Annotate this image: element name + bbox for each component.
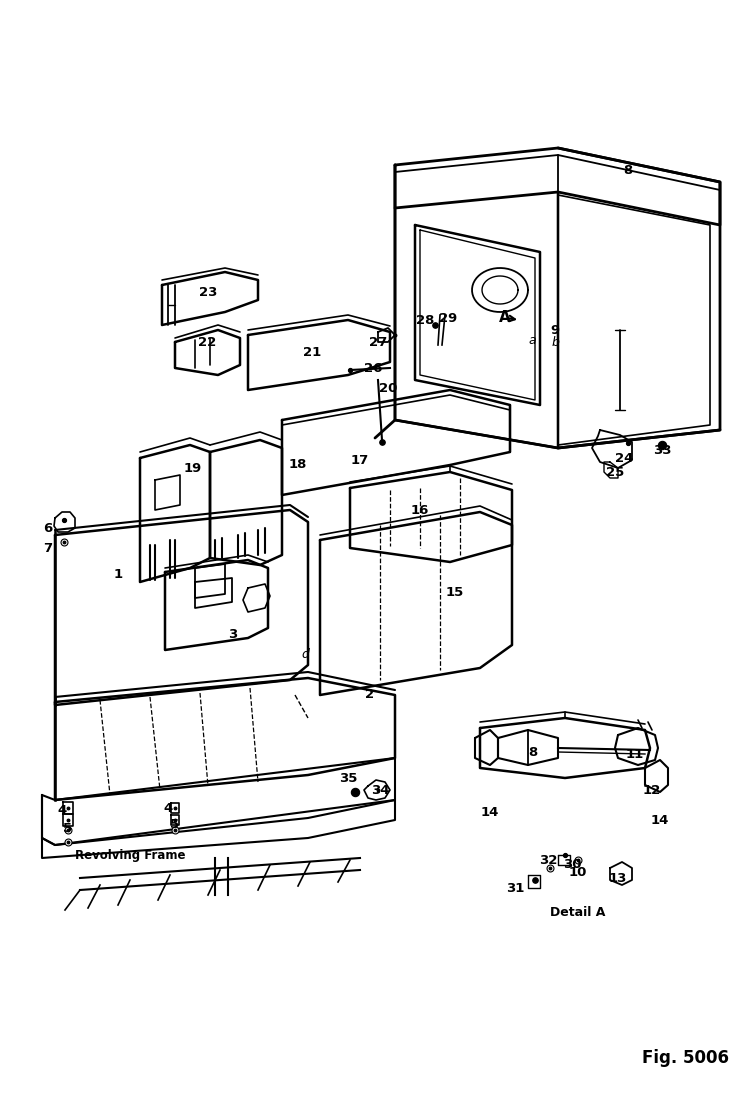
Text: 15: 15: [446, 586, 464, 599]
Text: 11: 11: [626, 748, 644, 761]
Text: Revolving Frame: Revolving Frame: [75, 848, 186, 861]
Text: b: b: [551, 336, 559, 349]
Text: 5: 5: [171, 818, 180, 832]
Text: 27: 27: [369, 336, 387, 349]
Text: 19: 19: [184, 462, 202, 475]
Text: a: a: [528, 333, 536, 347]
Text: 5: 5: [64, 822, 73, 835]
Text: 24: 24: [615, 452, 633, 464]
Text: 16: 16: [410, 504, 429, 517]
Text: 33: 33: [652, 443, 671, 456]
Text: 6: 6: [43, 521, 52, 534]
Text: 26: 26: [364, 362, 382, 374]
Text: 12: 12: [643, 783, 661, 796]
Text: A: A: [499, 310, 511, 326]
Text: 30: 30: [562, 858, 581, 871]
Text: 3: 3: [228, 629, 237, 642]
Text: 14: 14: [481, 805, 499, 818]
Text: 1: 1: [113, 568, 123, 581]
Text: 31: 31: [506, 882, 524, 894]
Text: 22: 22: [198, 336, 216, 349]
Text: 28: 28: [416, 314, 434, 327]
Text: 29: 29: [439, 312, 457, 325]
Text: 18: 18: [289, 459, 307, 472]
Text: 4: 4: [163, 802, 172, 814]
Text: 9: 9: [551, 324, 560, 337]
Text: 14: 14: [651, 814, 669, 826]
Text: 7: 7: [43, 542, 52, 554]
Text: 17: 17: [351, 453, 369, 466]
Text: 25: 25: [606, 465, 624, 478]
Text: 23: 23: [198, 285, 217, 298]
Text: 4: 4: [58, 803, 67, 816]
Text: 32: 32: [539, 853, 557, 867]
Text: 20: 20: [379, 382, 397, 395]
Text: 8: 8: [623, 163, 633, 177]
Text: 13: 13: [609, 871, 627, 884]
Text: 10: 10: [568, 866, 587, 879]
Text: Fig. 5006: Fig. 5006: [641, 1049, 729, 1067]
Text: 2: 2: [366, 689, 374, 701]
Text: 35: 35: [339, 771, 357, 784]
Text: 34: 34: [371, 783, 389, 796]
Text: 8: 8: [528, 746, 538, 758]
Text: Detail A: Detail A: [551, 905, 606, 918]
Text: d: d: [301, 648, 309, 661]
Text: 21: 21: [303, 346, 321, 359]
